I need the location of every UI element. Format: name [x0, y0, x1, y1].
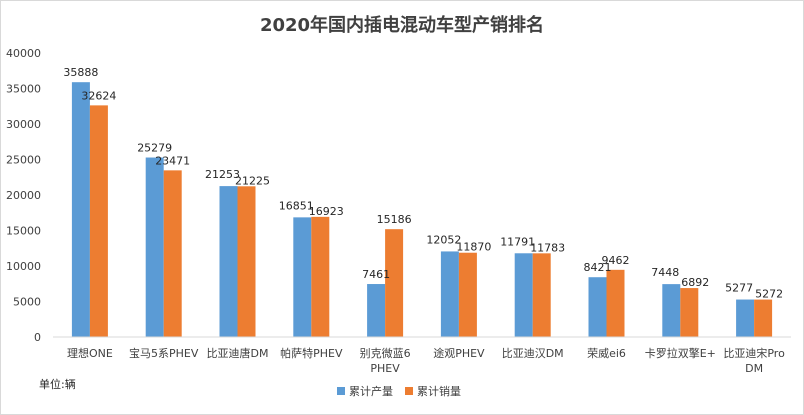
- y-tick-label: 30000: [6, 118, 41, 131]
- x-tick-label: 帕萨特PHEV: [280, 346, 343, 360]
- bar-production: [367, 284, 386, 337]
- x-tick-label: 宝马5系PHEV: [129, 346, 199, 360]
- bar-production: [293, 217, 312, 337]
- bar-sales: [385, 229, 404, 337]
- data-label: 25279: [137, 142, 172, 155]
- x-tick-label: 比亚迪唐DM: [207, 346, 269, 360]
- data-label: 11783: [530, 241, 565, 254]
- y-tick-label: 20000: [6, 189, 41, 202]
- data-label: 12052: [426, 233, 461, 246]
- y-axis: 0 5000 10000 15000 20000 25000 30000 35000 40000: [6, 47, 41, 344]
- bar-production: [440, 251, 459, 337]
- bar-sales: [532, 253, 551, 337]
- y-tick-label: 10000: [6, 260, 41, 273]
- x-tick-label: 别克微蓝6 PHEV: [360, 346, 411, 375]
- data-label: 23471: [155, 154, 190, 167]
- data-label: 32624: [81, 89, 116, 102]
- bar-production: [736, 299, 755, 337]
- data-label: 15186: [377, 213, 412, 226]
- legend: 累计产量 累计销量: [337, 384, 461, 398]
- bar-sales: [754, 299, 773, 337]
- data-label: 5272: [755, 288, 783, 301]
- x-tick-label: 卡罗拉双擎E+: [645, 346, 716, 360]
- data-label: 16851: [279, 199, 314, 212]
- data-label: 35888: [63, 66, 98, 79]
- bar-production: [662, 284, 681, 337]
- y-tick-label: 35000: [6, 83, 41, 96]
- legend-swatch: [405, 387, 413, 395]
- bar-sales: [237, 186, 256, 337]
- x-tick-label: 比亚迪汉DM: [502, 347, 564, 360]
- data-label: 21253: [205, 168, 240, 181]
- data-label: 6892: [681, 276, 709, 289]
- legend-swatch: [337, 387, 345, 395]
- data-label: 7461: [362, 268, 390, 281]
- bar-production: [588, 277, 607, 337]
- y-tick-label: 5000: [13, 296, 41, 309]
- y-tick-label: 15000: [6, 225, 41, 238]
- bar-production: [71, 82, 90, 338]
- data-label: 11791: [500, 235, 535, 248]
- x-tick-label: 理想ONE: [67, 346, 113, 360]
- x-tick-label: 途观PHEV: [433, 346, 485, 360]
- bar-sales: [311, 216, 330, 337]
- bar-sales: [89, 105, 108, 337]
- x-tick-label: 荣威ei6: [587, 347, 626, 360]
- y-tick-label: 25000: [6, 154, 41, 167]
- y-tick-label: 40000: [6, 47, 41, 60]
- x-axis: 理想ONE 宝马5系PHEV 比亚迪唐DM 帕萨特PHEV 别克微蓝6 PHEV 途观PHE…: [53, 336, 791, 375]
- bar-production: [514, 253, 533, 337]
- legend-label: 累计产量: [349, 384, 393, 398]
- bars: [71, 82, 773, 338]
- data-label: 9462: [602, 254, 630, 267]
- chart-title: 2020年国内插电混动车型产销排名: [260, 14, 544, 36]
- data-label: 16923: [309, 205, 344, 218]
- data-label: 7448: [651, 266, 679, 279]
- x-tick-label: 比亚迪宋Pro DM: [723, 346, 785, 375]
- data-label: 5277: [725, 282, 753, 295]
- bar-production: [145, 157, 164, 337]
- bar-sales: [163, 170, 182, 337]
- legend-label: 累计销量: [417, 384, 461, 398]
- y-tick-label: 0: [34, 331, 41, 344]
- bar-sales: [606, 269, 625, 337]
- bar-sales: [680, 288, 699, 337]
- unit-label: 单位:辆: [39, 377, 76, 391]
- data-label: 8421: [584, 261, 612, 274]
- data-label: 11870: [456, 241, 491, 254]
- bar-production: [219, 186, 238, 337]
- data-label: 21225: [235, 174, 270, 187]
- bar-sales: [458, 252, 477, 337]
